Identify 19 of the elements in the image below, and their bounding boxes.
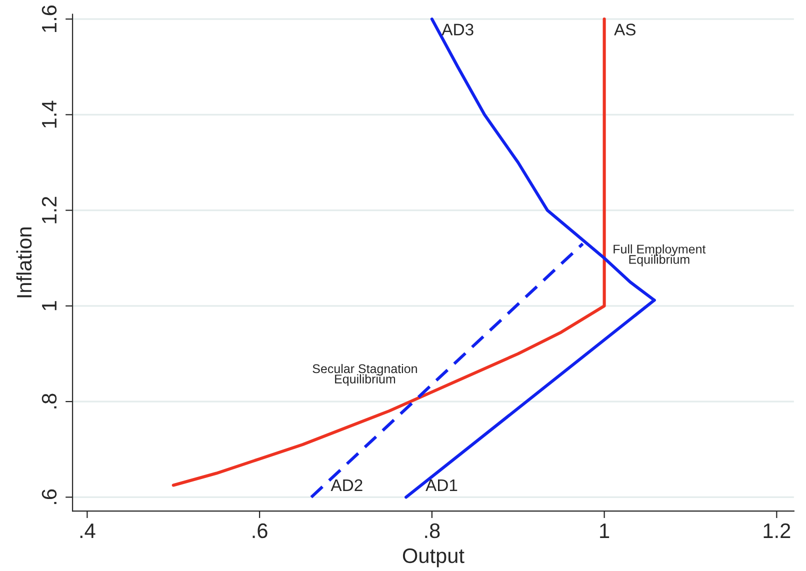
y-tick-label: .8	[42, 394, 57, 408]
y-tick-label: .6	[42, 489, 57, 504]
series-label: AD1	[426, 479, 458, 491]
y-tick-label: 1.6	[42, 5, 57, 32]
series-label: AS	[614, 24, 636, 36]
x-tick-label: 1	[600, 524, 610, 538]
y-tick-label: 1.2	[42, 196, 56, 224]
annotation: Full Employment Equilibrium	[614, 244, 706, 266]
y-tick-label: 1	[42, 301, 56, 310]
series-label: AD2	[330, 479, 362, 491]
x-tick-label: .8	[425, 523, 440, 538]
y-axis-title: Inflation	[16, 228, 32, 298]
x-tick-label: .6	[252, 523, 268, 538]
annotation: Secular Stagnation Equilibrium	[312, 364, 417, 386]
y-tick-label: 1.4	[42, 100, 56, 128]
x-axis-title: Output	[402, 548, 464, 568]
x-tick-label: .4	[80, 524, 96, 538]
x-tick-label: 1.2	[764, 523, 790, 538]
series-label: AD3	[442, 24, 474, 36]
